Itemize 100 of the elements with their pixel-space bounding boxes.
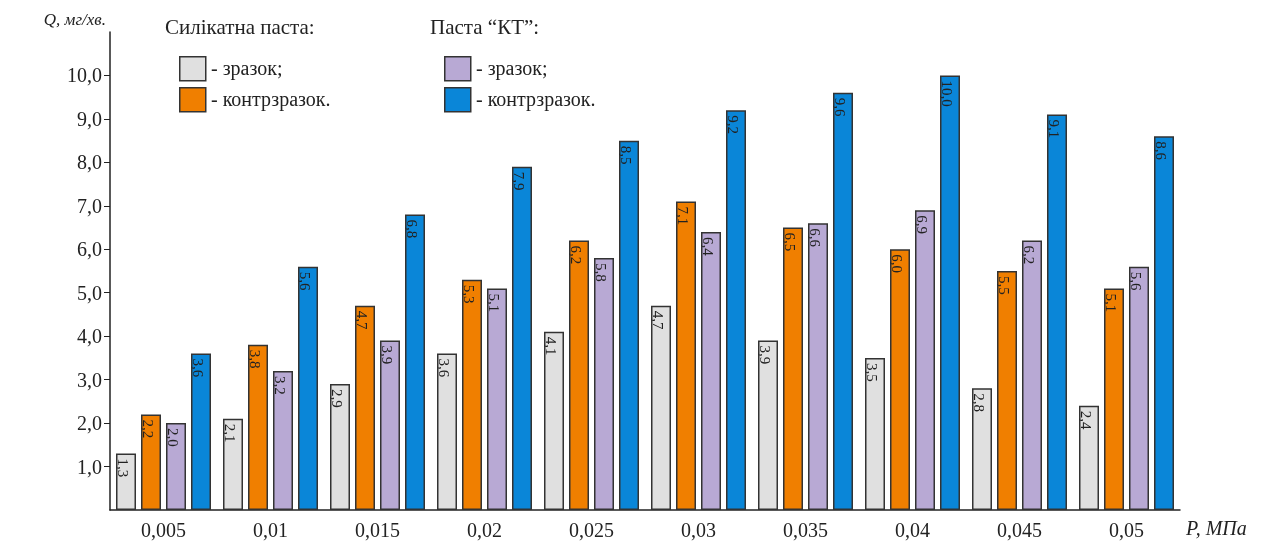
bar <box>676 201 696 510</box>
bar <box>248 344 268 510</box>
data-label: 8,5 <box>618 145 634 165</box>
bar <box>783 227 803 510</box>
y-axis-title: Q, мг/хв. <box>43 10 106 29</box>
bar <box>1022 240 1042 510</box>
bar <box>808 223 828 510</box>
bar <box>594 257 614 510</box>
y-tick-label: 6,0 <box>77 238 102 261</box>
bar <box>462 279 482 510</box>
x-tick-label: 0,015 <box>355 519 400 541</box>
y-tick-label: 1,0 <box>77 455 102 478</box>
data-label: 7,9 <box>511 171 527 191</box>
data-label: 3,2 <box>272 375 288 395</box>
legend-label: - контрзразок. <box>476 88 596 111</box>
data-label: 5,6 <box>297 271 313 291</box>
x-tick-label: 0,01 <box>253 519 288 541</box>
data-label: 5,6 <box>1128 271 1144 291</box>
bar <box>223 418 243 510</box>
bar <box>569 240 589 510</box>
data-label: 2,9 <box>329 388 345 408</box>
data-label: 4,1 <box>543 336 559 356</box>
data-label: 5,5 <box>996 276 1012 295</box>
data-label: 6,6 <box>807 228 823 248</box>
data-label: 10,0 <box>939 80 955 107</box>
data-label: 6,0 <box>889 254 905 274</box>
bar <box>191 353 211 510</box>
y-tick-label: 4,0 <box>77 325 102 348</box>
data-label: 8,6 <box>1153 141 1169 161</box>
bar <box>619 140 639 510</box>
bar <box>487 288 507 510</box>
bar <box>1079 405 1099 510</box>
bar <box>298 266 318 510</box>
data-label: 2,0 <box>165 428 181 447</box>
bar <box>997 271 1017 510</box>
bar <box>972 388 992 510</box>
bar <box>512 166 532 510</box>
x-tick-label: 0,035 <box>783 519 828 541</box>
data-label: 6,5 <box>782 232 798 252</box>
data-label: 6,2 <box>568 245 584 265</box>
annotation: Паста “КТ”: <box>430 14 540 39</box>
data-label: 3,5 <box>864 362 880 382</box>
data-label: 3,9 <box>757 345 773 365</box>
y-tick-label: 8,0 <box>77 151 102 174</box>
data-label: 2,2 <box>140 419 156 439</box>
bar <box>726 110 746 510</box>
data-label: 9,1 <box>1046 119 1062 139</box>
data-label: 6,4 <box>700 236 716 257</box>
bar <box>1104 288 1124 510</box>
data-label: 5,1 <box>1103 293 1119 313</box>
y-tick-label: 7,0 <box>77 194 102 217</box>
bar <box>651 305 671 510</box>
data-label: 4,7 <box>354 310 370 331</box>
y-tick-label: 3,0 <box>77 368 102 391</box>
bar <box>1129 266 1149 510</box>
bar <box>758 340 778 510</box>
y-tick-label: 5,0 <box>77 281 102 304</box>
data-label: 3,9 <box>379 345 395 365</box>
x-tick-label: 0,005 <box>141 519 186 541</box>
legend-label: - зразок; <box>476 57 548 80</box>
bar <box>1047 114 1067 510</box>
bar <box>701 231 721 510</box>
data-label: 6,9 <box>914 215 930 234</box>
data-label: 2,1 <box>222 423 238 443</box>
bar <box>1154 136 1174 510</box>
bar <box>116 453 136 510</box>
data-label: 4,7 <box>650 310 666 331</box>
data-label: 3,6 <box>436 358 452 378</box>
bar <box>833 92 853 510</box>
data-label: 5,8 <box>593 262 609 282</box>
data-label: 6,2 <box>1021 245 1037 265</box>
data-label: 9,2 <box>725 115 741 134</box>
annotation: Силікатна паста: <box>165 14 315 39</box>
bar <box>166 423 186 510</box>
data-label: 5,1 <box>486 293 502 313</box>
data-label: 5,3 <box>461 284 477 304</box>
bar <box>915 210 935 510</box>
x-tick-label: 0,03 <box>681 519 716 541</box>
data-label: 3,8 <box>247 349 263 369</box>
x-tick-label: 0,05 <box>1109 519 1144 541</box>
x-tick-label: 0,045 <box>997 519 1042 541</box>
bar <box>273 370 293 510</box>
x-axis-title: P, МПа <box>1185 517 1247 539</box>
bar <box>890 249 910 510</box>
bar <box>355 305 375 510</box>
data-label: 6,8 <box>404 219 420 239</box>
legend-label: - зразок; <box>211 57 283 80</box>
bar <box>405 214 425 510</box>
x-tick-label: 0,025 <box>569 519 614 541</box>
data-label: 2,8 <box>971 393 987 413</box>
bar <box>437 353 457 510</box>
data-label: 3,6 <box>190 358 206 378</box>
x-tick-label: 0,02 <box>467 519 502 541</box>
data-label: 2,4 <box>1078 410 1094 430</box>
data-label: 1,3 <box>115 458 131 478</box>
y-tick-label: 10,0 <box>67 64 102 87</box>
bar <box>141 414 161 510</box>
bar <box>865 357 885 510</box>
legend-label: - контрзразок. <box>211 88 331 111</box>
data-label: 9,6 <box>832 97 848 118</box>
